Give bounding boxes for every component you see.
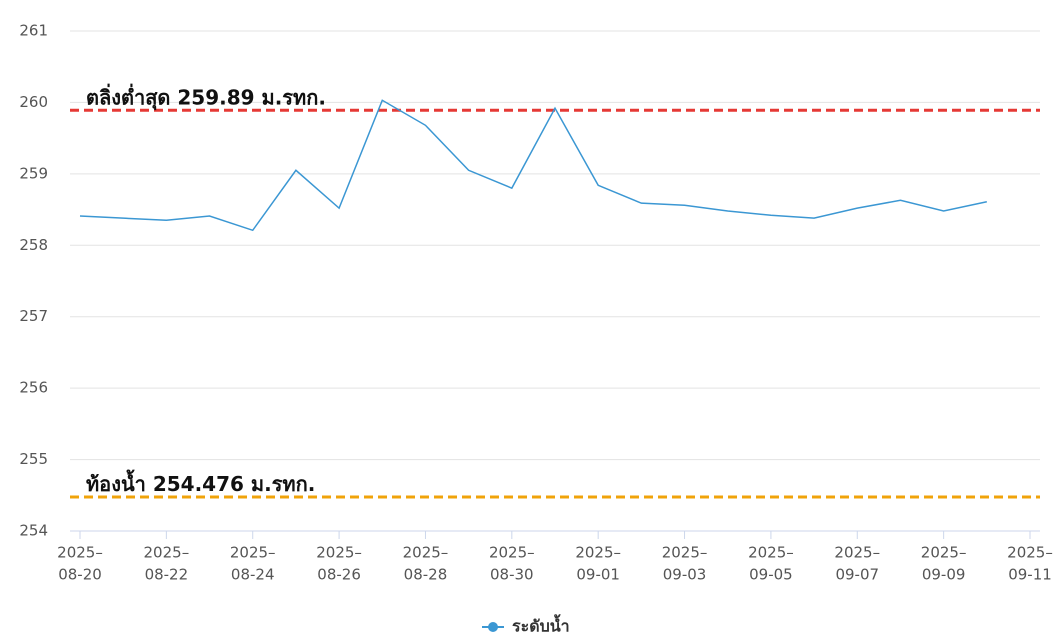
x-tick-label: 2025– bbox=[748, 544, 794, 562]
x-tick-label: 09-07 bbox=[835, 566, 879, 584]
x-tick-label: 09-09 bbox=[922, 566, 966, 584]
x-tick-label: 2025– bbox=[230, 544, 276, 562]
x-tick-label: 08-30 bbox=[490, 566, 534, 584]
x-tick-label: 2025– bbox=[575, 544, 621, 562]
x-tick-label: 09-11 bbox=[1008, 566, 1052, 584]
x-tick-label: 2025– bbox=[316, 544, 362, 562]
x-tick-label: 2025– bbox=[144, 544, 190, 562]
x-tick-label: 2025– bbox=[403, 544, 449, 562]
y-tick-label: 261 bbox=[19, 22, 48, 40]
x-tick-label: 08-26 bbox=[317, 566, 361, 584]
series-line bbox=[79, 99, 987, 232]
legend-marker bbox=[488, 622, 498, 632]
y-tick-label: 256 bbox=[19, 379, 48, 397]
x-tick-label: 2025– bbox=[489, 544, 535, 562]
x-tick-label: 2025– bbox=[662, 544, 708, 562]
y-tick-label: 254 bbox=[19, 522, 48, 540]
legend-label: ระดับน้ำ bbox=[512, 614, 570, 636]
x-tick-label: 2025– bbox=[1007, 544, 1053, 562]
reference-label: ตลิ่งต่ำสุด 259.89 ม.รทก. bbox=[86, 82, 326, 110]
y-tick-label: 255 bbox=[19, 450, 48, 468]
x-tick-label: 2025– bbox=[834, 544, 880, 562]
x-tick-label: 09-05 bbox=[749, 566, 793, 584]
x-tick-label: 08-20 bbox=[58, 566, 102, 584]
x-tick-label: 08-28 bbox=[404, 566, 448, 584]
reference-label: ท้องน้ำ 254.476 ม.รทก. bbox=[86, 469, 315, 496]
y-tick-label: 259 bbox=[19, 164, 48, 182]
y-tick-label: 257 bbox=[19, 307, 48, 325]
x-tick-label: 08-22 bbox=[145, 566, 189, 584]
y-tick-label: 260 bbox=[19, 93, 48, 111]
x-tick-label: 08-24 bbox=[231, 566, 275, 584]
x-tick-label: 2025– bbox=[57, 544, 103, 562]
x-tick-label: 09-03 bbox=[663, 566, 707, 584]
y-tick-label: 258 bbox=[19, 236, 48, 254]
x-tick-label: 2025– bbox=[921, 544, 967, 562]
x-tick-label: 09-01 bbox=[576, 566, 620, 584]
